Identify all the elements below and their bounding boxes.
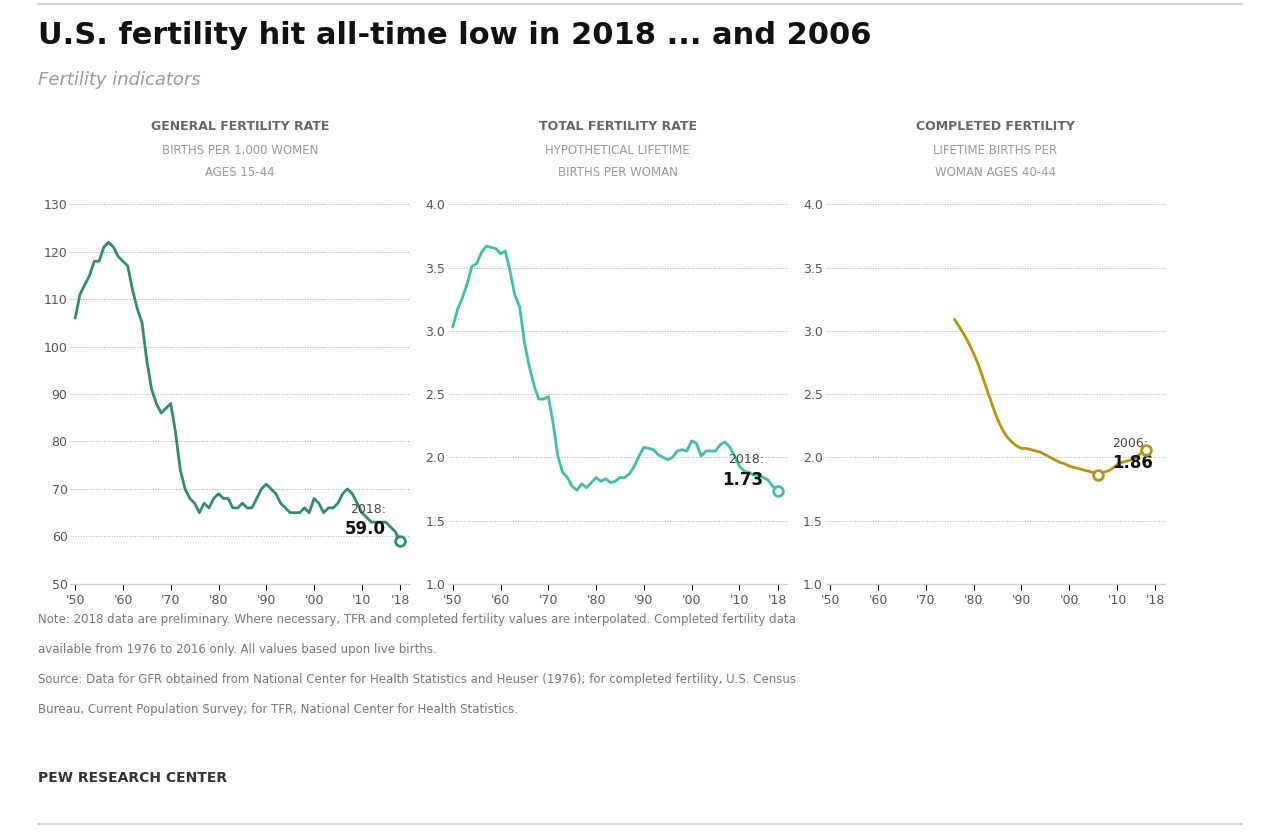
Text: BIRTHS PER WOMAN: BIRTHS PER WOMAN	[558, 166, 677, 179]
Text: COMPLETED FERTILITY: COMPLETED FERTILITY	[915, 120, 1075, 133]
Text: 59.0: 59.0	[346, 520, 387, 538]
Text: LIFETIME BIRTHS PER: LIFETIME BIRTHS PER	[933, 143, 1057, 157]
Text: Source: Data for GFR obtained from National Center for Health Statistics and Heu: Source: Data for GFR obtained from Natio…	[38, 673, 796, 686]
Text: BIRTHS PER 1,000 WOMEN: BIRTHS PER 1,000 WOMEN	[161, 143, 319, 157]
Text: 2018:: 2018:	[728, 454, 764, 466]
Text: AGES 15-44: AGES 15-44	[205, 166, 275, 179]
Text: 2018:: 2018:	[351, 503, 387, 516]
Text: WOMAN AGES 40-44: WOMAN AGES 40-44	[934, 166, 1056, 179]
Text: 2006:: 2006:	[1112, 437, 1148, 450]
Text: U.S. fertility hit all-time low in 2018 ... and 2006: U.S. fertility hit all-time low in 2018 …	[38, 21, 872, 50]
Text: GENERAL FERTILITY RATE: GENERAL FERTILITY RATE	[151, 120, 329, 133]
Text: 1.73: 1.73	[723, 470, 764, 489]
Text: 1.86: 1.86	[1112, 455, 1153, 472]
Text: Fertility indicators: Fertility indicators	[38, 71, 201, 89]
Text: PEW RESEARCH CENTER: PEW RESEARCH CENTER	[38, 771, 228, 786]
Text: available from 1976 to 2016 only. All values based upon live births.: available from 1976 to 2016 only. All va…	[38, 643, 438, 656]
Text: Note: 2018 data are preliminary. Where necessary, TFR and completed fertility va: Note: 2018 data are preliminary. Where n…	[38, 613, 796, 626]
Text: HYPOTHETICAL LIFETIME: HYPOTHETICAL LIFETIME	[545, 143, 690, 157]
Text: Bureau, Current Population Survey; for TFR, National Center for Health Statistic: Bureau, Current Population Survey; for T…	[38, 703, 518, 716]
Text: TOTAL FERTILITY RATE: TOTAL FERTILITY RATE	[539, 120, 696, 133]
